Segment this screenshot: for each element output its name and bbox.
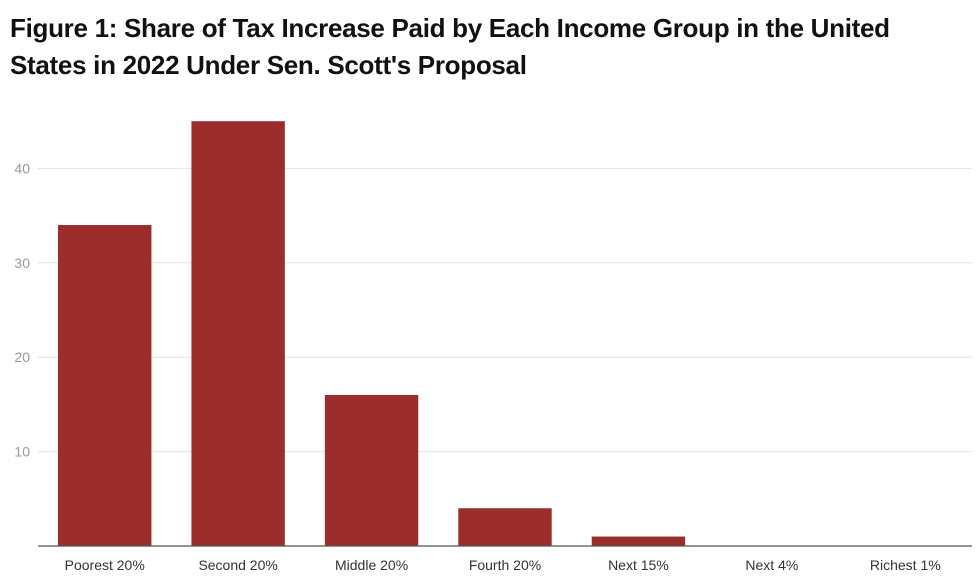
bar bbox=[591, 536, 686, 546]
y-tick-label: 10 bbox=[14, 444, 30, 460]
bar bbox=[458, 508, 552, 546]
x-tick-label: Second 20% bbox=[198, 557, 277, 573]
chart-title: Figure 1: Share of Tax Increase Paid by … bbox=[10, 13, 890, 80]
y-tick-label: 30 bbox=[14, 255, 30, 271]
bar bbox=[191, 121, 285, 546]
bar bbox=[324, 394, 419, 546]
x-tick-label: Fourth 20% bbox=[469, 557, 541, 573]
x-tick-label: Middle 20% bbox=[335, 557, 408, 573]
x-tick-label: Poorest 20% bbox=[65, 557, 145, 573]
x-tick-label: Richest 1% bbox=[870, 557, 941, 573]
y-tick-label: 20 bbox=[14, 349, 30, 365]
x-tick-label: Next 4% bbox=[745, 557, 798, 573]
bar bbox=[58, 225, 152, 547]
y-tick-label: 40 bbox=[14, 160, 30, 176]
x-tick-label: Next 15% bbox=[608, 557, 669, 573]
